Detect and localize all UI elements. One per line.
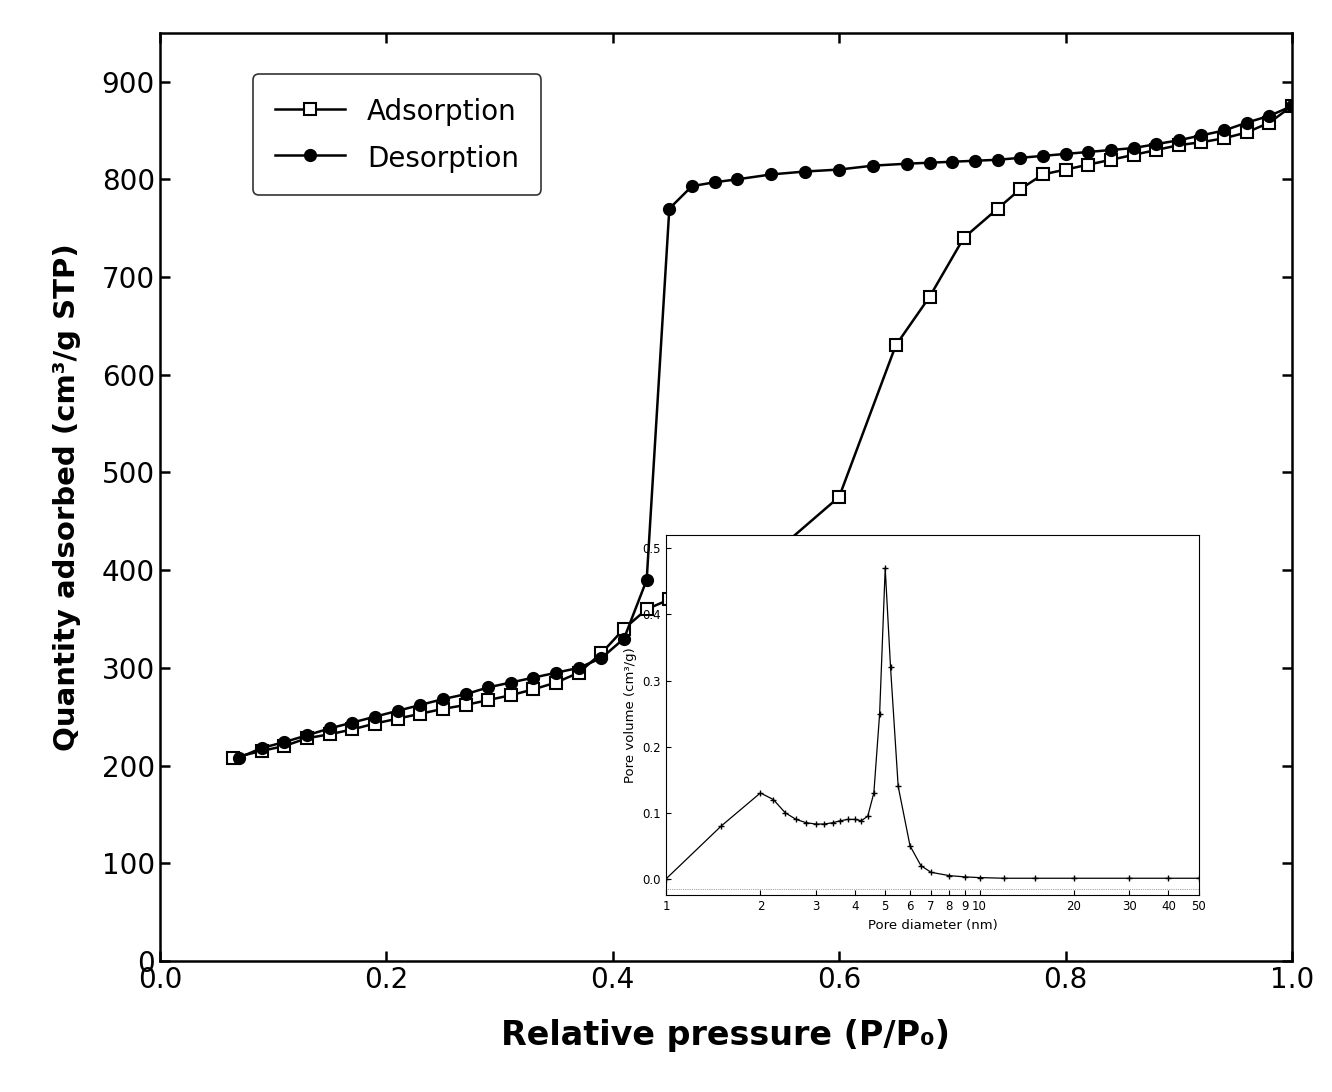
Adsorption xyxy=(1171,139,1187,152)
Desorption xyxy=(1012,152,1028,165)
Line: Desorption: Desorption xyxy=(233,100,1297,763)
Adsorption xyxy=(1080,158,1096,171)
X-axis label: Relative pressure (P/P₀): Relative pressure (P/P₀) xyxy=(501,1019,951,1052)
Desorption xyxy=(232,751,248,764)
Adsorption xyxy=(888,339,904,352)
Y-axis label: Pore volume (cm³/g): Pore volume (cm³/g) xyxy=(623,648,637,783)
Adsorption xyxy=(956,232,972,245)
Desorption xyxy=(944,155,960,168)
Desorption xyxy=(570,662,586,675)
Adsorption xyxy=(594,646,610,660)
Desorption xyxy=(1193,129,1209,142)
Adsorption xyxy=(1058,163,1074,176)
Adsorption xyxy=(685,579,701,592)
Desorption xyxy=(1080,145,1096,158)
Desorption xyxy=(1261,109,1277,122)
Desorption xyxy=(866,159,882,173)
Adsorption xyxy=(639,603,655,616)
X-axis label: Pore diameter (nm): Pore diameter (nm) xyxy=(867,918,998,931)
Line: Adsorption: Adsorption xyxy=(228,100,1297,763)
Desorption xyxy=(707,176,723,189)
Desorption xyxy=(899,157,915,170)
Desorption xyxy=(1035,150,1051,163)
Desorption xyxy=(480,680,496,693)
Desorption xyxy=(525,672,541,685)
Desorption xyxy=(458,688,474,701)
Desorption xyxy=(615,632,633,645)
Legend: Adsorption, Desorption: Adsorption, Desorption xyxy=(253,74,541,194)
Adsorption xyxy=(922,290,938,304)
Desorption xyxy=(549,666,565,679)
Adsorption xyxy=(1284,99,1300,112)
Adsorption xyxy=(718,563,734,577)
Adsorption xyxy=(434,702,450,715)
Adsorption xyxy=(570,666,586,679)
Desorption xyxy=(1148,138,1164,151)
Desorption xyxy=(253,741,269,755)
Desorption xyxy=(1103,143,1119,156)
Adsorption xyxy=(990,202,1006,215)
Y-axis label: Quantity adsorbed (cm³/g STP): Quantity adsorbed (cm³/g STP) xyxy=(53,244,81,750)
Desorption xyxy=(797,165,813,178)
Adsorption xyxy=(413,708,429,721)
Adsorption xyxy=(1035,168,1051,181)
Adsorption xyxy=(1012,182,1028,195)
Desorption xyxy=(389,704,405,717)
Desorption xyxy=(763,168,779,181)
Adsorption xyxy=(1193,135,1209,149)
Desorption xyxy=(368,710,384,723)
Adsorption xyxy=(322,727,338,740)
Desorption xyxy=(730,173,746,186)
Adsorption xyxy=(549,676,565,689)
Adsorption xyxy=(615,622,633,636)
Desorption xyxy=(1126,142,1142,155)
Adsorption xyxy=(458,699,474,712)
Desorption xyxy=(922,156,938,169)
Adsorption xyxy=(662,593,678,606)
Adsorption xyxy=(225,751,241,764)
Desorption xyxy=(503,676,519,689)
Desorption xyxy=(1058,147,1074,161)
Adsorption xyxy=(298,732,316,745)
Adsorption xyxy=(253,745,269,758)
Desorption xyxy=(639,573,655,586)
Desorption xyxy=(685,179,701,192)
Desorption xyxy=(434,692,450,705)
Adsorption xyxy=(1126,149,1142,162)
Desorption xyxy=(413,699,429,712)
Desorption xyxy=(662,202,678,215)
Adsorption xyxy=(1103,153,1119,166)
Desorption xyxy=(277,736,293,749)
Desorption xyxy=(831,163,847,176)
Adsorption xyxy=(503,689,519,702)
Adsorption xyxy=(480,693,496,707)
Desorption xyxy=(344,716,360,729)
Adsorption xyxy=(525,682,541,696)
Adsorption xyxy=(389,712,405,725)
Desorption xyxy=(322,722,338,735)
Desorption xyxy=(298,728,316,741)
Desorption xyxy=(967,154,983,167)
Adsorption xyxy=(1148,143,1164,156)
Desorption xyxy=(1284,99,1300,112)
Desorption xyxy=(1216,123,1232,136)
Desorption xyxy=(594,652,610,665)
Desorption xyxy=(990,153,1006,166)
Adsorption xyxy=(368,717,384,731)
Desorption xyxy=(1171,133,1187,146)
Adsorption xyxy=(277,739,293,752)
Desorption xyxy=(1239,116,1255,129)
Adsorption xyxy=(775,539,791,553)
Adsorption xyxy=(1239,126,1255,139)
Adsorption xyxy=(344,723,360,736)
Adsorption xyxy=(831,490,847,503)
Adsorption xyxy=(1216,132,1232,145)
Adsorption xyxy=(1261,116,1277,129)
